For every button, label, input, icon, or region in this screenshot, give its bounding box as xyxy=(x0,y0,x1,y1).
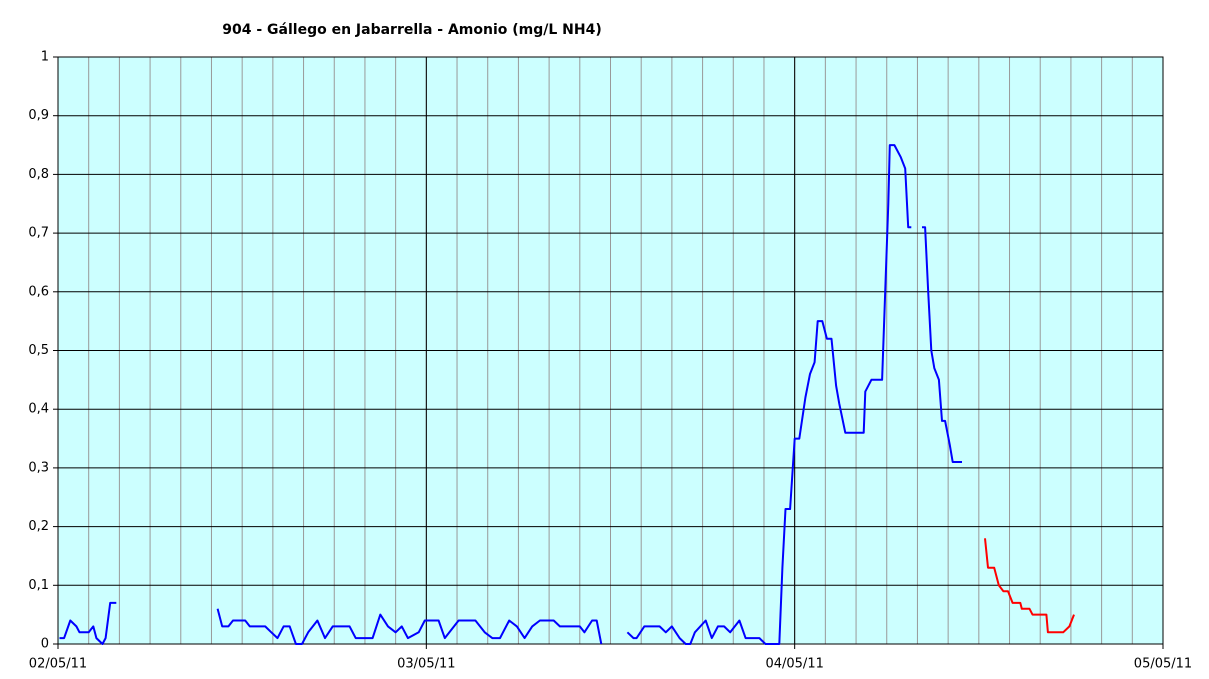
y-tick-label: 0,6 xyxy=(28,284,49,299)
data-line xyxy=(59,144,962,645)
y-tick-label: 0,3 xyxy=(28,460,49,475)
y-tick-label: 1 xyxy=(41,50,49,65)
x-tick-label: 05/05/11 xyxy=(1134,657,1192,672)
y-tick-label: 0,2 xyxy=(28,519,49,534)
plot-border xyxy=(57,56,1164,645)
x-tick-label: 03/05/11 xyxy=(397,657,455,672)
x-tick-label: 04/05/11 xyxy=(765,657,823,672)
y-tick-label: 0,1 xyxy=(28,578,49,593)
data-line xyxy=(984,538,1075,634)
y-tick-label: 0,4 xyxy=(28,402,49,417)
y-tick-label: 0,8 xyxy=(28,167,49,182)
x-tick-label: 02/05/11 xyxy=(29,657,87,672)
y-tick-label: 0,5 xyxy=(28,343,49,358)
y-tick-label: 0,9 xyxy=(28,108,49,123)
y-tick-label: 0 xyxy=(41,637,49,652)
y-tick-label: 0,7 xyxy=(28,226,49,241)
chart-title: 904 - Gállego en Jabarrella - Amonio (mg… xyxy=(222,22,601,38)
